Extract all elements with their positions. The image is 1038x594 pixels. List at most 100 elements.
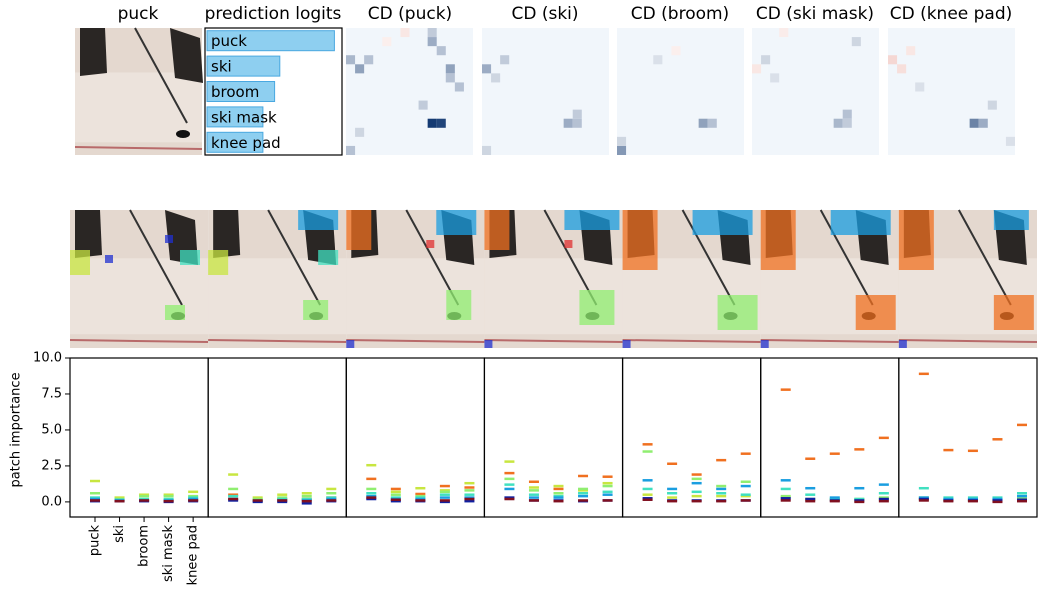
heatmap-cell (978, 118, 988, 128)
heatmap-cell (779, 28, 789, 38)
overlay-patch (484, 210, 510, 250)
stick (543, 209, 598, 306)
stick (819, 209, 874, 306)
overlay-patch (564, 240, 573, 248)
overlay-patch (346, 340, 355, 348)
heatmap-cell (842, 118, 852, 128)
heatmap-cell (572, 109, 582, 119)
heatmap-cell (436, 118, 446, 128)
photo (898, 209, 1038, 348)
overlay-patch (180, 250, 200, 265)
overlay-patch (298, 210, 339, 230)
heatmap-cell (355, 127, 365, 137)
photo (346, 209, 485, 348)
overlay-patch (760, 340, 769, 348)
overlay-patch (579, 290, 615, 325)
rink-line (346, 339, 485, 343)
heatmap-cell (752, 64, 762, 74)
overlay-patch (760, 210, 796, 270)
bar-label: broom (211, 83, 259, 101)
image-title: puck (118, 4, 159, 24)
overlay-patch (993, 295, 1034, 330)
panel-title: CD (broom) (631, 4, 729, 24)
rink-line (484, 339, 623, 343)
overlay-patch (436, 210, 477, 235)
heatmap-cell (427, 37, 437, 47)
heatmap-cell (454, 82, 464, 92)
heatmap-cell (418, 100, 428, 110)
stick (267, 209, 322, 306)
subplot-frame (207, 357, 347, 518)
overlay-patch (70, 250, 90, 275)
overlay-patch (318, 250, 339, 265)
y-tick-label: 10.0 (33, 351, 62, 366)
heatmap-cell (987, 100, 997, 110)
bar (206, 106, 264, 128)
heatmap-cell (482, 145, 492, 155)
heatmap-cell (698, 118, 708, 128)
rink-line (760, 339, 899, 343)
overlay-patch (484, 340, 493, 348)
panel-title: CD (ski) (511, 4, 578, 24)
heatmap-cell (500, 55, 510, 65)
stick (957, 209, 1012, 306)
heatmap-cell (770, 73, 780, 83)
x-tick-label: puck (88, 525, 103, 557)
heatmap-cell (915, 82, 925, 92)
heatmap-cell (653, 55, 663, 65)
overlay-patch (622, 210, 658, 270)
photo (760, 209, 899, 348)
heatmap-cell (382, 37, 392, 47)
heatmap-cell (888, 55, 898, 65)
rink-line (208, 339, 347, 343)
bar (206, 30, 335, 52)
bar-label: puck (211, 32, 247, 50)
stick (405, 209, 460, 306)
heatmap-cell (617, 145, 627, 155)
overlay-patch (898, 210, 934, 270)
heatmap-cell (671, 46, 681, 56)
ice-light (70, 258, 209, 335)
heatmap-cell (761, 55, 771, 65)
rink-line (69, 339, 209, 343)
bar-label: ski (211, 58, 232, 76)
subplot-frame (621, 357, 762, 518)
bar (206, 81, 276, 102)
bar (206, 55, 281, 77)
photo (74, 27, 203, 155)
skate (75, 210, 102, 258)
overlay-patch (208, 250, 229, 275)
heatmap-bg (482, 28, 609, 155)
overlay-patch (830, 210, 891, 235)
photo (484, 209, 623, 348)
rink-line (898, 339, 1038, 343)
heatmap-cell (707, 118, 717, 128)
rink-line (74, 146, 203, 150)
x-tick-label: knee pad (186, 525, 201, 585)
overlay-patch (898, 340, 907, 348)
panel-title: CD (puck) (368, 4, 452, 24)
heatmap-cell (427, 118, 437, 128)
heatmap-bg (346, 28, 473, 155)
heatmap-cell (617, 136, 627, 146)
overlay-patch (346, 210, 372, 250)
photo (69, 209, 209, 348)
skate (213, 210, 241, 258)
heatmap-cell (833, 118, 843, 128)
overlay-patch (717, 295, 758, 330)
ice-light (208, 258, 347, 335)
subplot-frame (898, 357, 1038, 518)
photo (622, 209, 761, 348)
heatmap-cell (482, 64, 492, 74)
overlay-patch (564, 210, 620, 230)
overlay-patch (165, 305, 185, 320)
bar (206, 131, 264, 153)
skate (170, 28, 203, 83)
y-tick-label: 5.0 (41, 422, 62, 437)
heatmap-cell (436, 46, 446, 56)
overlay-patch (446, 290, 472, 320)
overlay-patch (855, 295, 896, 330)
heatmap-cell (897, 64, 907, 74)
heatmap-cell (1005, 136, 1015, 146)
